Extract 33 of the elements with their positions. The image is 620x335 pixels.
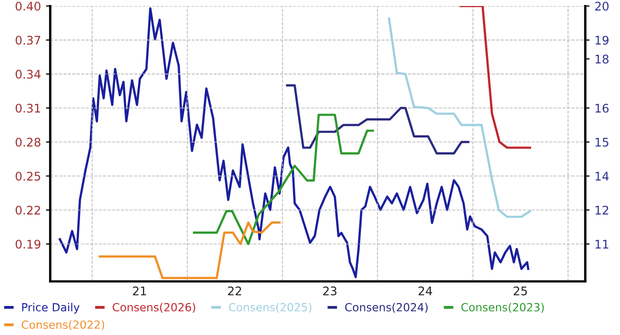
y-tick-label: 0.40 xyxy=(16,2,40,11)
y2-tick-label: 15 xyxy=(596,138,608,147)
line-series xyxy=(286,84,470,154)
y-tick-label: 0.34 xyxy=(16,70,41,79)
y2-tick-label: 12 xyxy=(596,206,608,214)
y2-tick-label: 19 xyxy=(596,36,608,45)
legend-label: Consens(2026) xyxy=(112,302,196,313)
y2-tick-label: 11 xyxy=(596,240,608,248)
line-series xyxy=(192,114,374,246)
legend-label: Consens(2025) xyxy=(228,302,312,313)
line-series xyxy=(388,17,532,218)
legend-label: Consens(2023) xyxy=(461,302,544,313)
x-tick-label: 22 xyxy=(228,286,242,296)
y2-tick-label: 20 xyxy=(595,2,609,11)
line-series xyxy=(460,6,532,149)
x-tick-label: 23 xyxy=(323,286,336,296)
y-tick-label: 0.28 xyxy=(16,138,40,147)
x-tick-label: 25 xyxy=(514,286,527,296)
y-tick-label: 0.22 xyxy=(16,206,40,215)
legend-label: Price Daily xyxy=(22,302,80,314)
y-tick-label: 0.19 xyxy=(16,240,40,249)
x-tick-label: 24 xyxy=(418,286,432,296)
x-tick-label: 21 xyxy=(132,286,146,296)
line-series xyxy=(58,7,530,278)
y-tick-label: 0.31 xyxy=(16,104,40,113)
y2-tick-label: 16 xyxy=(596,104,609,113)
y2-tick-label: 18 xyxy=(596,54,609,64)
y2-tick-label: 14 xyxy=(596,172,609,181)
legend-label: Consens(2024) xyxy=(345,302,428,313)
legend-label: Consens(2022) xyxy=(22,320,104,330)
line-series xyxy=(98,221,281,280)
y-tick-label: 0.37 xyxy=(16,36,40,45)
y-tick-label: 0.25 xyxy=(16,172,40,181)
